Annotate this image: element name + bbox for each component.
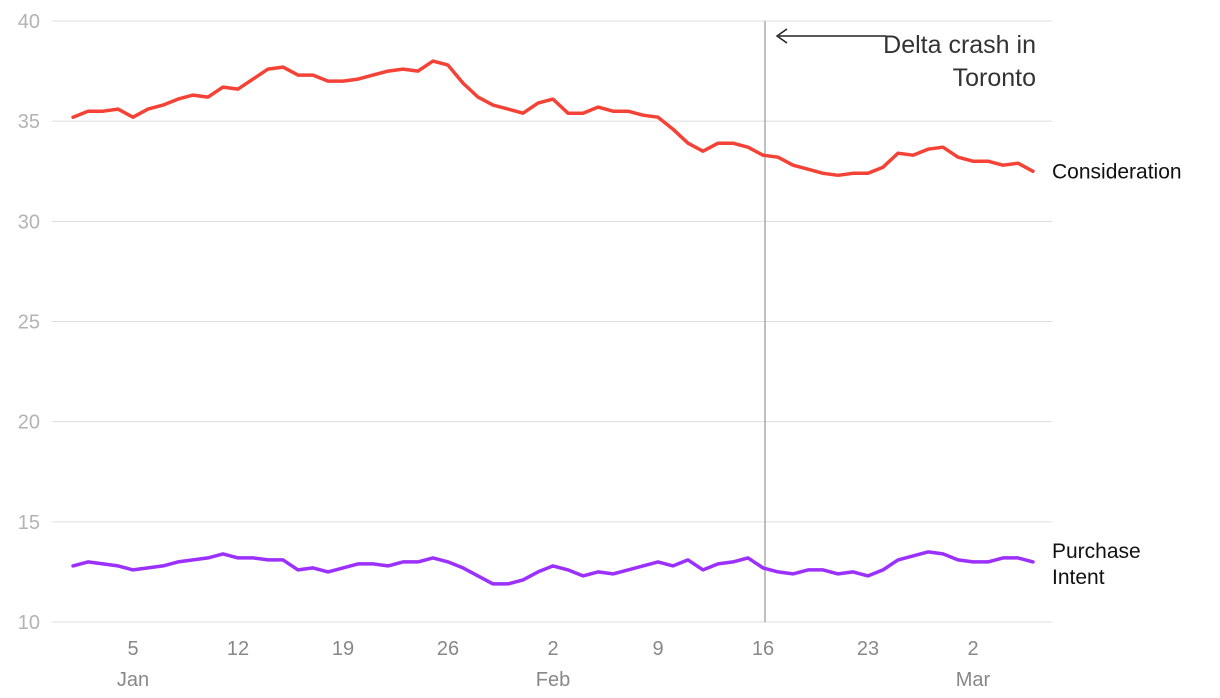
x-tick-label: 2 bbox=[547, 638, 558, 660]
gridlines bbox=[52, 20, 1052, 623]
x-axis-ticks: 5 Jan 12 19 26 2 Feb 9 16 23 2 Mar bbox=[117, 638, 991, 691]
series-labels: Consideration Purchase Intent bbox=[1052, 160, 1182, 589]
series-label: Consideration bbox=[1052, 160, 1182, 183]
y-axis-ticks: 10 15 20 25 30 35 40 bbox=[18, 11, 40, 634]
y-tick-label: 20 bbox=[18, 412, 40, 434]
series-line-purchase-intent bbox=[71, 550, 1035, 586]
series-lines bbox=[71, 59, 1035, 586]
annotation-text: Delta crash in bbox=[883, 31, 1036, 59]
x-tick-label: 12 bbox=[227, 638, 249, 660]
annotation: Delta crash in Toronto bbox=[764, 21, 1036, 622]
y-tick-label: 40 bbox=[18, 11, 40, 33]
y-tick-label: 10 bbox=[18, 612, 40, 634]
x-tick-label: 19 bbox=[332, 638, 354, 660]
series-label: Purchase bbox=[1052, 540, 1141, 563]
y-tick-label: 25 bbox=[18, 312, 40, 334]
x-month-label: Mar bbox=[956, 669, 991, 691]
x-month-label: Jan bbox=[117, 669, 149, 691]
y-tick-label: 15 bbox=[18, 512, 40, 534]
x-tick-label: 26 bbox=[437, 638, 459, 660]
series-line-consideration bbox=[71, 59, 1035, 178]
annotation-text: Toronto bbox=[953, 64, 1036, 92]
y-tick-label: 35 bbox=[18, 111, 40, 133]
x-tick-label: 9 bbox=[652, 638, 663, 660]
x-tick-label: 2 bbox=[967, 638, 978, 660]
x-tick-label: 5 bbox=[127, 638, 138, 660]
annotation-arrow-head bbox=[775, 28, 788, 44]
x-tick-label: 23 bbox=[857, 638, 879, 660]
x-tick-label: 16 bbox=[752, 638, 774, 660]
x-month-label: Feb bbox=[536, 669, 570, 691]
y-tick-label: 30 bbox=[18, 211, 40, 233]
series-label: Intent bbox=[1052, 566, 1105, 589]
